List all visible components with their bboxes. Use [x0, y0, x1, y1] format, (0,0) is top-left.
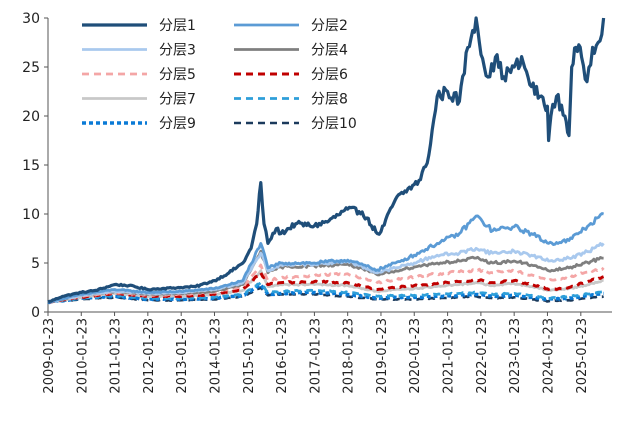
y-tick-label: 25: [22, 60, 40, 76]
x-tick-label: 2013-01-23: [175, 318, 190, 394]
x-axis: 2009-01-23 2010-01-23 2011-01-23 2012-01-23…: [42, 311, 612, 394]
x-tick-label: 2020-01-23: [408, 318, 423, 394]
y-axis: 0 5 10 15 20 25 30: [22, 11, 49, 321]
x-tick-label: 2015-01-23: [242, 318, 257, 394]
legend-label: 分层1: [159, 18, 196, 34]
x-tick-label: 2016-01-23: [275, 318, 290, 394]
legend-label: 分层2: [311, 18, 348, 34]
legend-label: 分层10: [311, 116, 357, 132]
legend-item-2: 分层2: [234, 18, 348, 34]
series-line-1: [47, 16, 606, 304]
series-line-10: [47, 286, 605, 304]
y-tick-label: 30: [22, 11, 40, 27]
legend-label: 分层4: [311, 43, 348, 59]
legend-item-8: 分层8: [234, 92, 348, 108]
y-tick-label: 0: [31, 305, 40, 321]
legend-item-1: 分层1: [82, 18, 196, 34]
series-line-5: [47, 263, 605, 304]
x-tick-label: 2011-01-23: [109, 318, 124, 394]
legend-item-7: 分层7: [82, 92, 196, 108]
legend-item-9: 分层9: [82, 116, 196, 132]
y-tick-label: 5: [31, 256, 40, 272]
series-layer: [47, 16, 606, 305]
legend: 分层1 分层2 分层3 分层4 分层5 分层6 分层7 分层8 分层9 分层10: [82, 18, 357, 132]
x-tick-label: 2021-01-23: [442, 318, 457, 394]
series-line-7: [47, 269, 604, 304]
legend-item-3: 分层3: [82, 43, 196, 59]
series-line-6: [47, 271, 605, 304]
x-tick-label: 2022-01-23: [475, 318, 490, 394]
x-tick-label: 2025-01-23: [575, 318, 590, 394]
series-line-2: [47, 212, 605, 304]
y-tick-label: 15: [22, 158, 40, 174]
legend-item-6: 分层6: [234, 67, 348, 83]
legend-label: 分层7: [159, 92, 196, 108]
legend-label: 分层3: [159, 43, 196, 59]
x-tick-label: 2010-01-23: [75, 318, 90, 394]
y-tick-label: 20: [22, 109, 40, 125]
x-tick-label: 2024-01-23: [541, 318, 556, 394]
x-tick-label: 2009-01-23: [42, 318, 57, 394]
legend-label: 分层5: [159, 67, 196, 83]
legend-item-10: 分层10: [234, 116, 357, 132]
legend-label: 分层6: [311, 67, 348, 83]
x-tick-label: 2017-01-23: [308, 318, 323, 394]
x-tick-label: 2018-01-23: [342, 318, 357, 394]
x-tick-label: 2012-01-23: [142, 318, 157, 394]
legend-label: 分层9: [159, 116, 196, 132]
y-tick-label: 10: [22, 207, 40, 223]
legend-item-5: 分层5: [82, 67, 196, 83]
x-tick-label: 2023-01-23: [508, 318, 523, 394]
legend-item-4: 分层4: [234, 43, 348, 59]
x-tick-label: 2014-01-23: [208, 318, 223, 394]
x-tick-label: 2019-01-23: [375, 318, 390, 394]
legend-label: 分层8: [311, 92, 348, 108]
